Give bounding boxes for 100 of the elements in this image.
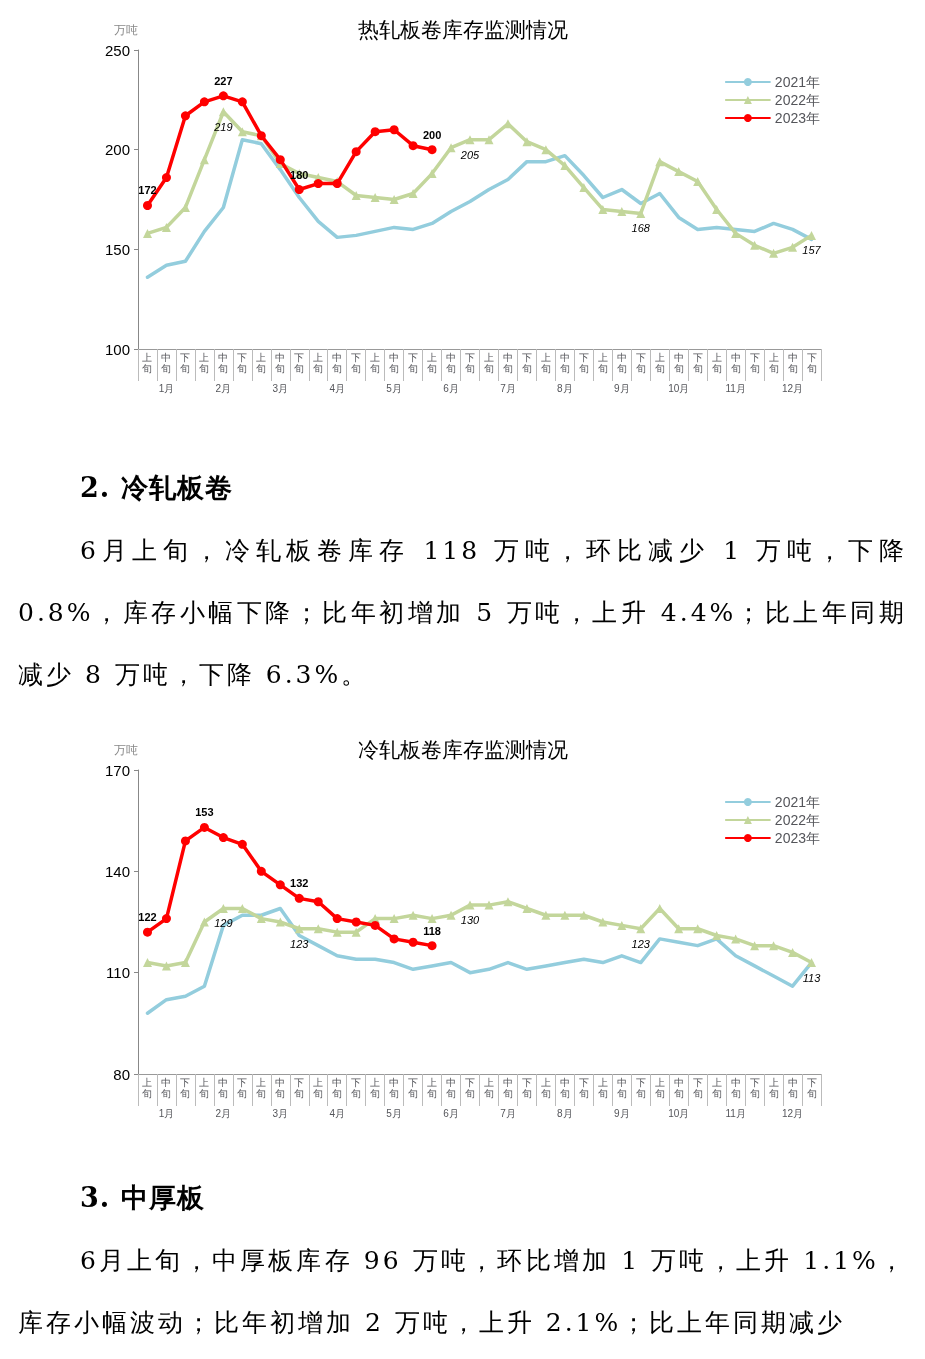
point (313, 179, 323, 189)
x-tick-label: 上旬 (540, 1077, 551, 1099)
data-label: 153 (195, 806, 214, 819)
point (256, 914, 266, 924)
point (313, 897, 323, 907)
point (199, 917, 209, 927)
chart-title: 热轧板卷库存监测情况 (357, 17, 568, 42)
legend-label: 2023年 (774, 830, 821, 846)
x-tick-label: 上旬 (768, 1077, 779, 1099)
x-tick-label: 上旬 (370, 1077, 381, 1099)
y-tick-label: 100 (104, 340, 130, 358)
x-tick-label: 中旬 (218, 352, 229, 374)
x-tick-label: 中旬 (332, 352, 343, 374)
x-tick-label: 上旬 (540, 352, 551, 374)
x-tick-label: 中旬 (730, 352, 741, 374)
text: 4月 (329, 1107, 345, 1119)
point (180, 836, 190, 846)
point (161, 961, 171, 971)
y-tick-label: 150 (104, 240, 130, 258)
text: 12月 (781, 1107, 804, 1119)
point (294, 893, 304, 903)
data-label: 123 (631, 937, 651, 950)
point (427, 914, 437, 924)
y-axis-title: 万吨 (114, 743, 138, 757)
x-tick-label: 上旬 (256, 352, 267, 374)
x-tick-label: 中旬 (559, 352, 570, 374)
text: 7月 (500, 1107, 516, 1119)
point (446, 910, 456, 920)
x-tick-label: 下旬 (351, 1077, 362, 1099)
point (503, 897, 513, 907)
text: 9月 (614, 382, 630, 394)
data-label: 122 (138, 911, 157, 924)
data-label: 118 (423, 924, 441, 937)
x-tick-label: 下旬 (180, 352, 191, 374)
x-tick-label: 下旬 (180, 1077, 191, 1099)
point (370, 193, 380, 203)
text: 11月 (725, 382, 746, 394)
x-tick-label: 上旬 (711, 352, 722, 374)
x-tick-label: 上旬 (313, 1077, 324, 1099)
x-tick-label: 下旬 (635, 352, 646, 374)
text: 6月上旬，中厚板库存 96 万吨，环比增加 1 万吨，上升 1.1%，库存小幅波动；比年初增加 2 万吨，上升 2.1%；比上年同期减少 (18, 1246, 907, 1337)
point (465, 135, 475, 145)
x-tick-label: 下旬 (578, 1077, 589, 1099)
x-tick-label: 中旬 (389, 1077, 400, 1099)
text: 8月 (557, 1107, 573, 1119)
point (161, 173, 171, 183)
data-label: 157 (802, 244, 822, 257)
point (522, 903, 532, 913)
x-tick-label: 下旬 (408, 1077, 419, 1099)
x-tick-label: 下旬 (521, 1077, 532, 1099)
data-label: 132 (290, 877, 309, 890)
point (351, 917, 361, 927)
point (446, 143, 456, 153)
x-tick-label: 下旬 (521, 352, 532, 374)
point (617, 920, 627, 930)
point (731, 228, 741, 238)
text: 6月 (443, 1107, 459, 1119)
x-tick-label: 下旬 (635, 1077, 646, 1099)
x-tick-label: 下旬 (692, 352, 703, 374)
point (275, 880, 285, 890)
x-tick-label: 下旬 (237, 352, 248, 374)
point (332, 914, 342, 924)
point (256, 866, 266, 876)
text: 3. 中厚板 (80, 1181, 206, 1215)
text: 10月 (668, 382, 690, 394)
x-tick-label: 中旬 (673, 352, 684, 374)
legend-label: 2022年 (774, 812, 821, 828)
point (788, 242, 798, 252)
point (218, 91, 228, 101)
y-tick-label: 250 (104, 41, 130, 59)
point (788, 947, 798, 957)
x-tick-label: 下旬 (749, 352, 760, 374)
text: 12月 (781, 382, 804, 394)
text: 6月上旬，冷轧板卷库存 118 万吨，环比减少 1 万吨，下降 0.8%，库存小幅下降；比年初增加 5 万吨，上升 4.4%；比上年同期减少 8 万吨，下降 6.3%。 (18, 536, 907, 689)
x-tick-label: 中旬 (218, 1077, 229, 1099)
point (370, 127, 380, 137)
x-tick-label: 下旬 (465, 1077, 476, 1099)
point (408, 910, 418, 920)
x-tick-label: 上旬 (370, 352, 381, 374)
point (750, 240, 760, 250)
x-tick-label: 下旬 (465, 352, 476, 374)
x-tick-label: 中旬 (502, 1077, 513, 1099)
x-tick-label: 下旬 (294, 352, 305, 374)
point (275, 917, 285, 927)
x-tick-label: 中旬 (332, 1077, 343, 1099)
x-tick-label: 上旬 (199, 1077, 210, 1099)
point (199, 97, 209, 107)
x-tick-label: 中旬 (275, 352, 286, 374)
data-label: 123 (290, 937, 310, 950)
point (427, 145, 437, 155)
data-label: 205 (459, 148, 481, 161)
x-tick-label: 下旬 (351, 352, 362, 374)
data-label: 180 (290, 168, 309, 181)
point (712, 931, 722, 941)
point (807, 958, 817, 968)
x-tick-label: 上旬 (711, 1077, 722, 1099)
x-tick-label: 下旬 (806, 352, 817, 374)
point (408, 189, 418, 199)
x-tick-label: 下旬 (806, 1077, 817, 1099)
point (541, 910, 551, 920)
